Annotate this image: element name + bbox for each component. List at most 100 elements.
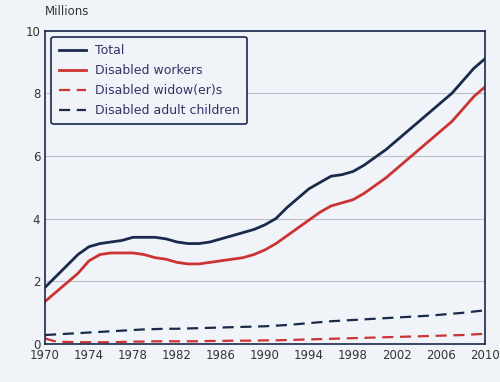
Total [64,263,70,268]
Disabled widow(er)s [273,338,279,343]
Total [42,285,48,290]
Total [130,235,136,240]
Total [383,147,389,152]
Disabled workers [240,255,246,260]
Disabled adult children [284,323,290,327]
Total [449,91,455,96]
Disabled widow(er)s [64,340,70,344]
Total [141,235,147,240]
Disabled adult children [416,314,422,319]
Disabled widow(er)s [295,337,301,342]
Line: Disabled widow(er)s: Disabled widow(er)s [45,334,485,342]
Disabled adult children [53,332,59,337]
Line: Total: Total [45,59,485,287]
Total [53,274,59,279]
Total [207,240,213,244]
Disabled adult children [394,315,400,320]
Disabled widow(er)s [328,337,334,341]
Disabled adult children [185,326,191,331]
Disabled adult children [427,313,433,318]
Disabled workers [174,260,180,265]
Disabled adult children [174,327,180,331]
Total [218,236,224,241]
Disabled workers [130,251,136,255]
Disabled widow(er)s [185,339,191,343]
Line: Disabled workers: Disabled workers [45,87,485,301]
Disabled workers [163,257,169,262]
Disabled adult children [229,325,235,330]
Disabled workers [207,260,213,265]
Disabled workers [460,107,466,111]
Legend: Total, Disabled workers, Disabled widow(er)s, Disabled adult children: Total, Disabled workers, Disabled widow(… [52,37,248,125]
Disabled widow(er)s [108,340,114,345]
Total [460,78,466,83]
Total [251,227,257,232]
Total [471,66,477,70]
Disabled widow(er)s [438,333,444,338]
Disabled workers [416,147,422,152]
Disabled widow(er)s [306,337,312,342]
Disabled adult children [240,325,246,329]
Disabled workers [361,191,367,196]
Disabled workers [218,259,224,263]
Disabled workers [229,257,235,262]
Disabled widow(er)s [262,338,268,343]
Disabled widow(er)s [361,335,367,340]
Total [328,174,334,178]
Total [339,172,345,177]
Disabled workers [273,241,279,246]
Disabled workers [284,233,290,238]
Disabled adult children [251,324,257,329]
Disabled workers [471,94,477,99]
Disabled workers [262,248,268,252]
Total [361,163,367,168]
Disabled widow(er)s [229,338,235,343]
Disabled widow(er)s [284,338,290,342]
Disabled widow(er)s [218,339,224,343]
Disabled workers [53,290,59,295]
Disabled workers [152,255,158,260]
Disabled adult children [306,321,312,325]
Disabled adult children [196,326,202,330]
Disabled adult children [75,331,81,335]
Total [229,233,235,238]
Disabled adult children [449,311,455,316]
Disabled workers [482,85,488,89]
Disabled widow(er)s [240,338,246,343]
Disabled workers [449,119,455,124]
Disabled adult children [328,319,334,324]
Total [240,230,246,235]
Disabled workers [405,157,411,161]
Disabled adult children [405,314,411,319]
Disabled adult children [372,316,378,321]
Total [108,240,114,244]
Disabled widow(er)s [163,339,169,343]
Disabled adult children [295,322,301,326]
Total [405,128,411,133]
Total [152,235,158,240]
Total [416,119,422,124]
Total [174,240,180,244]
Text: Millions: Millions [45,5,90,18]
Total [262,222,268,227]
Disabled workers [438,128,444,133]
Disabled adult children [317,320,323,324]
Disabled adult children [361,317,367,322]
Disabled widow(er)s [350,336,356,340]
Total [185,241,191,246]
Disabled workers [427,138,433,142]
Disabled widow(er)s [394,335,400,339]
Disabled adult children [218,325,224,330]
Disabled widow(er)s [427,334,433,338]
Disabled adult children [130,328,136,332]
Line: Disabled adult children: Disabled adult children [45,310,485,335]
Total [86,244,92,249]
Disabled adult children [86,330,92,335]
Disabled widow(er)s [196,339,202,343]
Disabled adult children [438,312,444,317]
Disabled widow(er)s [97,340,103,345]
Disabled adult children [152,327,158,331]
Disabled adult children [97,330,103,334]
Disabled workers [64,280,70,285]
Disabled adult children [207,325,213,330]
